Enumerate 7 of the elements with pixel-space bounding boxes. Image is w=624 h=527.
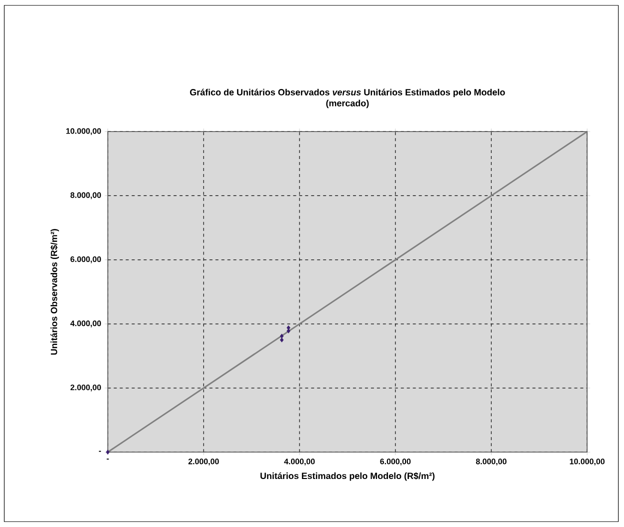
chart-subtitle: (mercado) <box>326 100 369 108</box>
point <box>280 338 284 342</box>
chart-title: Gráfico de Unitários Observados versus Unitários Estimados pelo Modelo <box>190 88 505 98</box>
y-axis-title: Unitários Observados (R$/m²) <box>50 229 59 355</box>
x-axis-title: Unitários Estimados pelo Modelo (R$/m²) <box>260 472 434 481</box>
point <box>106 450 110 455</box>
point <box>280 334 284 338</box>
